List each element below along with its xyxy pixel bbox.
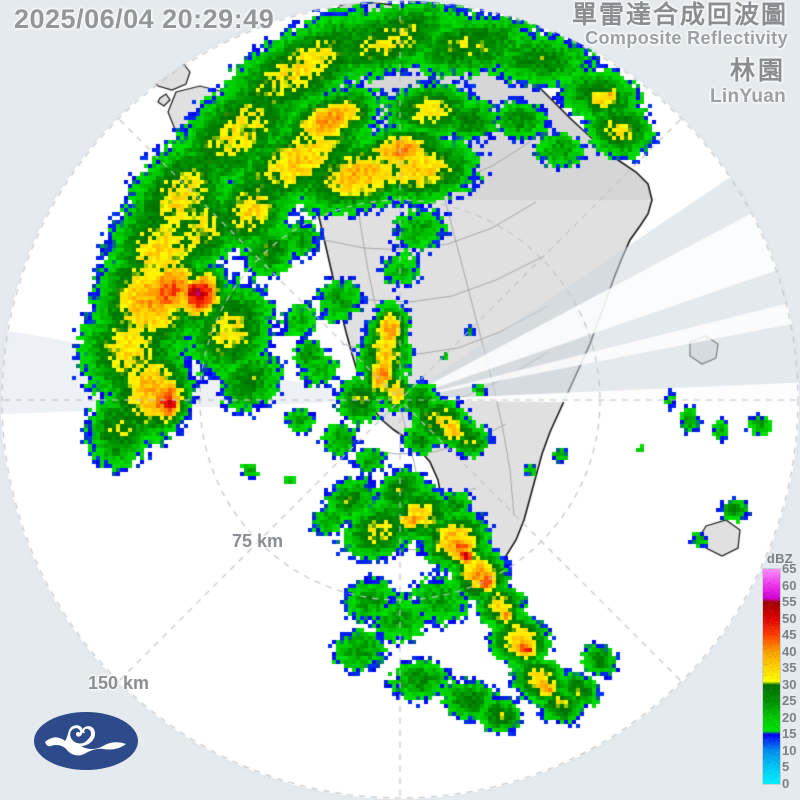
radar-map-canvas[interactable] xyxy=(0,0,800,800)
radar-display: 2025/06/04 20:29:49 單雷達合成回波圖 Composite R… xyxy=(0,0,800,800)
cwa-logo xyxy=(33,710,139,772)
